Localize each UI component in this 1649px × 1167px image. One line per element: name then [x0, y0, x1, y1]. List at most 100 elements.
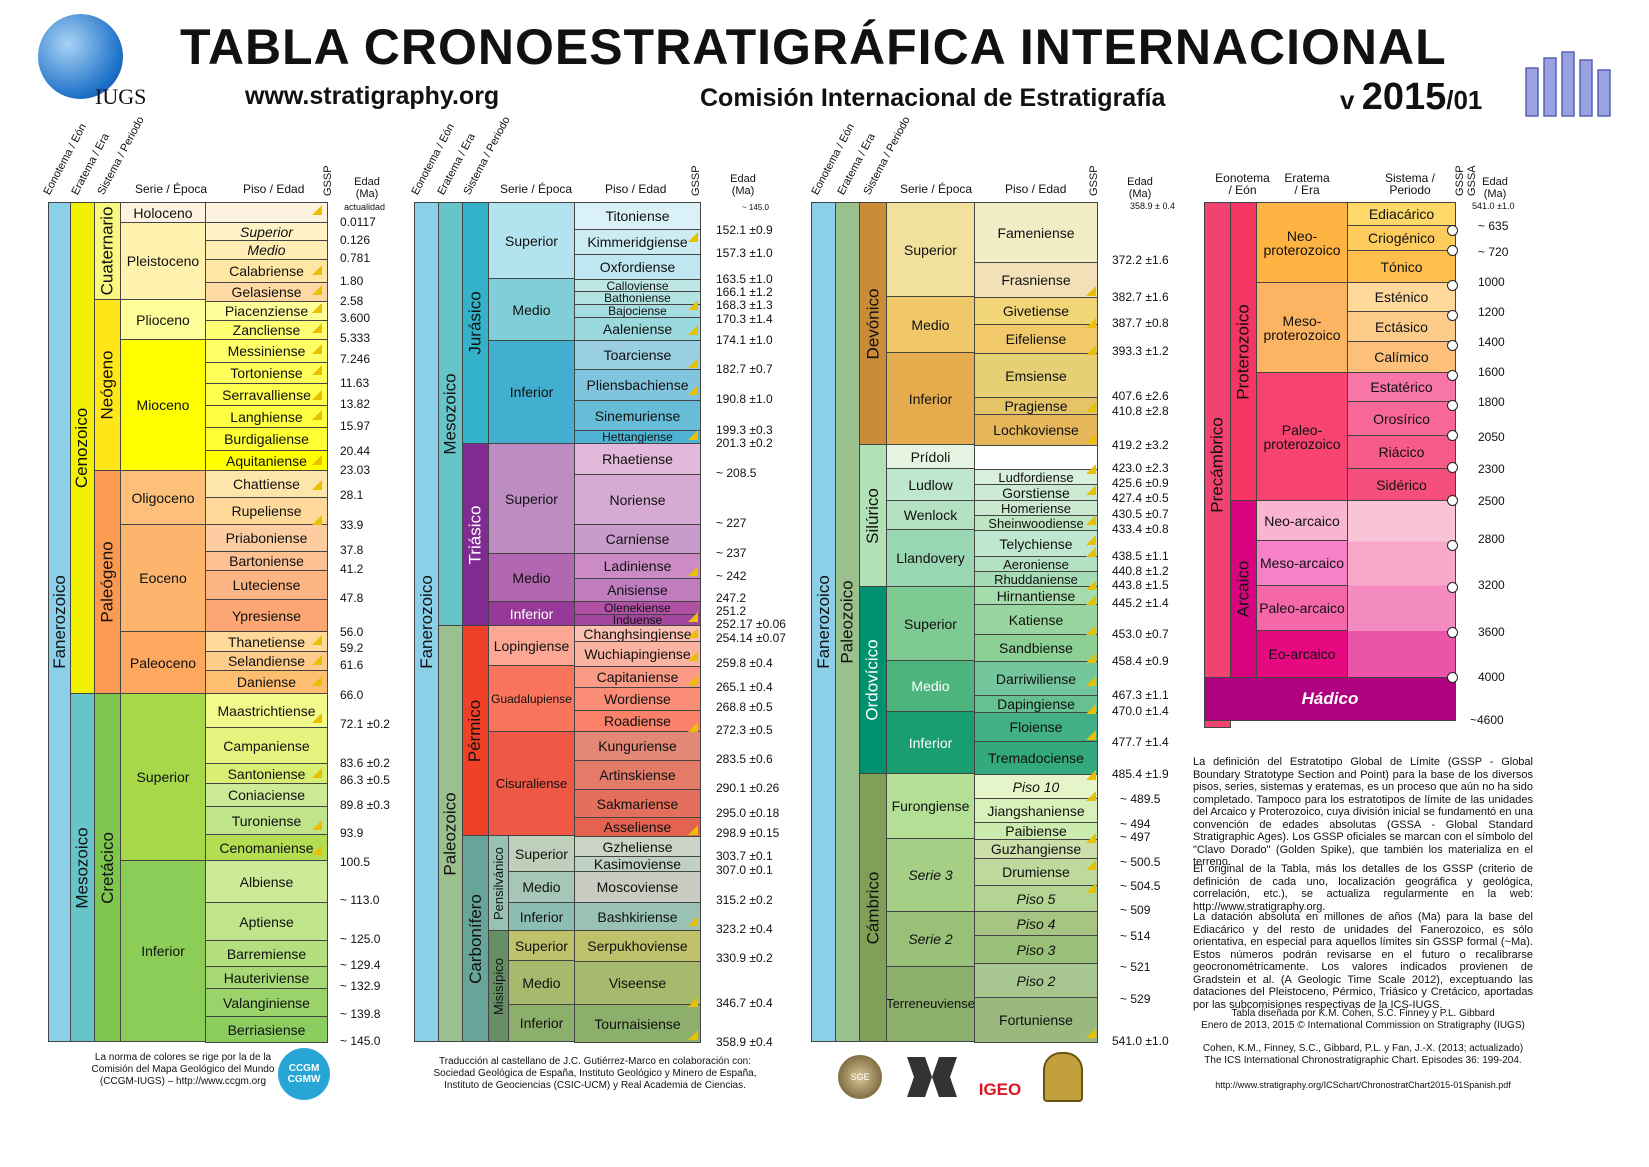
gssp-golden-spike-icon — [312, 410, 322, 420]
series-guadalupiense: Guadalupiense — [488, 665, 575, 732]
stage-row: Gzheliense — [574, 836, 701, 857]
stage-row: Frasniense — [974, 262, 1098, 298]
age-label: 430.5 ±0.7 — [1112, 507, 1169, 521]
stage-row: Chattiense — [205, 470, 328, 498]
series-misisipico-superior: Superior — [508, 930, 575, 961]
series-jurasico-inferior: Inferior — [488, 340, 575, 444]
stage-row: Tortoniense — [205, 362, 328, 384]
subsystem-misisipico: Misisípico — [488, 930, 509, 1042]
age-label: 20.44 — [340, 444, 371, 458]
stage-row: Tremadociense — [974, 741, 1098, 775]
gssp-golden-spike-icon — [1086, 791, 1096, 801]
gssp-golden-spike-icon — [312, 455, 322, 465]
stage-row: Givetiense — [974, 297, 1098, 325]
hdr-piso-3: Piso / Edad — [1005, 182, 1067, 196]
age-label: ~ 145.0 — [340, 1034, 381, 1048]
gssp-golden-spike-icon — [1086, 286, 1096, 296]
series-pensilvanico-medio: Medio — [508, 871, 575, 903]
age-label: 265.1 ±0.4 — [716, 680, 773, 694]
era-paleoproterozoico: Paleo-proterozoico — [1256, 372, 1348, 501]
stage-row: Hauteriviense — [205, 966, 328, 989]
gssp-golden-spike-icon — [688, 628, 698, 638]
eon-precambrico: Precámbrico — [1204, 202, 1231, 728]
age-label: 407.6 ±2.6 — [1112, 389, 1169, 403]
hdr-serie: Serie / Época — [135, 182, 208, 196]
age-label: 358.9 ±0.4 — [716, 1035, 773, 1049]
age-label: ~4600 — [1470, 713, 1504, 727]
age-label: ~ 145.0 — [742, 203, 769, 212]
series-eoceno: Eoceno — [120, 524, 206, 632]
stage-row: Floiense — [974, 712, 1098, 742]
age-label: 443.8 ±1.5 — [1112, 578, 1169, 592]
age-label: 1600 — [1478, 365, 1505, 379]
stage-row: Priaboniense — [205, 524, 328, 552]
age-label: ~ 132.9 — [340, 979, 381, 993]
age-label: 470.0 ±1.4 — [1112, 704, 1169, 718]
stage-row: Aeroniense — [974, 556, 1098, 572]
age-label: 1200 — [1478, 305, 1505, 319]
gssp-golden-spike-icon — [1086, 535, 1096, 545]
age-label: 41.2 — [340, 562, 364, 576]
age-label: 298.9 ±0.15 — [716, 826, 780, 840]
age-label: ~ 237 — [716, 546, 747, 560]
sge-logo: SGE — [838, 1055, 882, 1099]
stage-row: Rhaetiense — [574, 443, 701, 475]
hdr-serie-2: Serie / Época — [500, 182, 573, 196]
system-triasico: Triásico — [462, 443, 489, 626]
series-triasico-superior: Superior — [488, 443, 575, 554]
series-misisipico-inferior: Inferior — [508, 1004, 575, 1042]
gssp-golden-spike-icon — [312, 480, 322, 490]
age-label: 7.246 — [340, 352, 371, 366]
stage-row-holoceno — [205, 202, 328, 223]
age-label: 11.63 — [340, 376, 370, 390]
copyright: Enero de 2013, 2015 © International Comm… — [1201, 1020, 1525, 1031]
age-label: 83.6 ±0.2 — [340, 756, 390, 770]
system-estenico: Esténico — [1347, 282, 1456, 312]
series-triasico-medio: Medio — [488, 553, 575, 602]
stage-row: Hettangiense — [574, 430, 701, 444]
age-label: ~ 635 — [1478, 219, 1509, 233]
system-ediacarico: Ediacárico — [1347, 202, 1456, 226]
hdr-piso-2: Piso / Edad — [605, 182, 667, 196]
gssp-golden-spike-icon — [688, 1030, 698, 1040]
website-link[interactable]: www.stratigraphy.org — [245, 82, 500, 110]
citation: Cohen, K.M., Finney, S.C., Gibbard, P.L.… — [1202, 1043, 1524, 1066]
age-label: ~ 521 — [1120, 960, 1151, 974]
age-label: 1000 — [1478, 275, 1505, 289]
gssp-golden-spike-icon — [1086, 485, 1096, 495]
stage-row: Olenekiense — [574, 601, 701, 615]
age-label: ~ 514 — [1120, 929, 1151, 943]
age-label: 47.8 — [340, 591, 364, 605]
stage-row: Aptiense — [205, 902, 328, 941]
stage-row: Kasimoviense — [574, 856, 701, 872]
stage-row: Pliensbachiense — [574, 369, 701, 401]
hdr-serie-3: Serie / Época — [900, 182, 973, 196]
age-label: 372.2 ±1.6 — [1112, 253, 1169, 267]
stage-row: Noriense — [574, 474, 701, 525]
gssp-golden-spike-icon — [688, 651, 698, 661]
age-label: 2300 — [1478, 462, 1505, 476]
age-label: 425.6 ±0.9 — [1112, 476, 1169, 490]
system-criogenico: Criogénico — [1347, 225, 1456, 251]
age-label: 59.2 — [340, 641, 364, 655]
series-mioceno: Mioceno — [120, 339, 206, 471]
stage-row: Roadiense — [574, 710, 701, 732]
stage-row: Eifeliense — [974, 324, 1098, 354]
page-title: TABLA CRONOESTRATIGRÁFICA INTERNACIONAL — [180, 19, 1447, 75]
stage-row: Drumiense — [974, 858, 1098, 886]
stage-row: Toarciense — [574, 340, 701, 370]
series-oligoceno: Oligoceno — [120, 470, 206, 525]
version: v 2015/01 — [1340, 76, 1483, 118]
stage-row: Lochkoviense — [974, 414, 1098, 446]
era-paleozoico-3: Paleozoico — [835, 202, 860, 1042]
series-devonico-medio: Medio — [886, 296, 975, 353]
age-label: 330.9 ±0.2 — [716, 951, 773, 965]
gssp-golden-spike-icon — [1086, 883, 1096, 893]
ics-logo — [1525, 51, 1611, 117]
system-silurico: Silúrico — [859, 444, 887, 587]
archean-system-fill — [1347, 500, 1456, 678]
series-cretacico-superior: Superior — [120, 693, 206, 861]
age-label: 290.1 ±0.26 — [716, 781, 780, 795]
pdf-url[interactable]: http://www.stratigraphy.org/ICSchart/Chr… — [1215, 1080, 1511, 1090]
age-label: 252.17 ±0.06 — [716, 617, 786, 631]
